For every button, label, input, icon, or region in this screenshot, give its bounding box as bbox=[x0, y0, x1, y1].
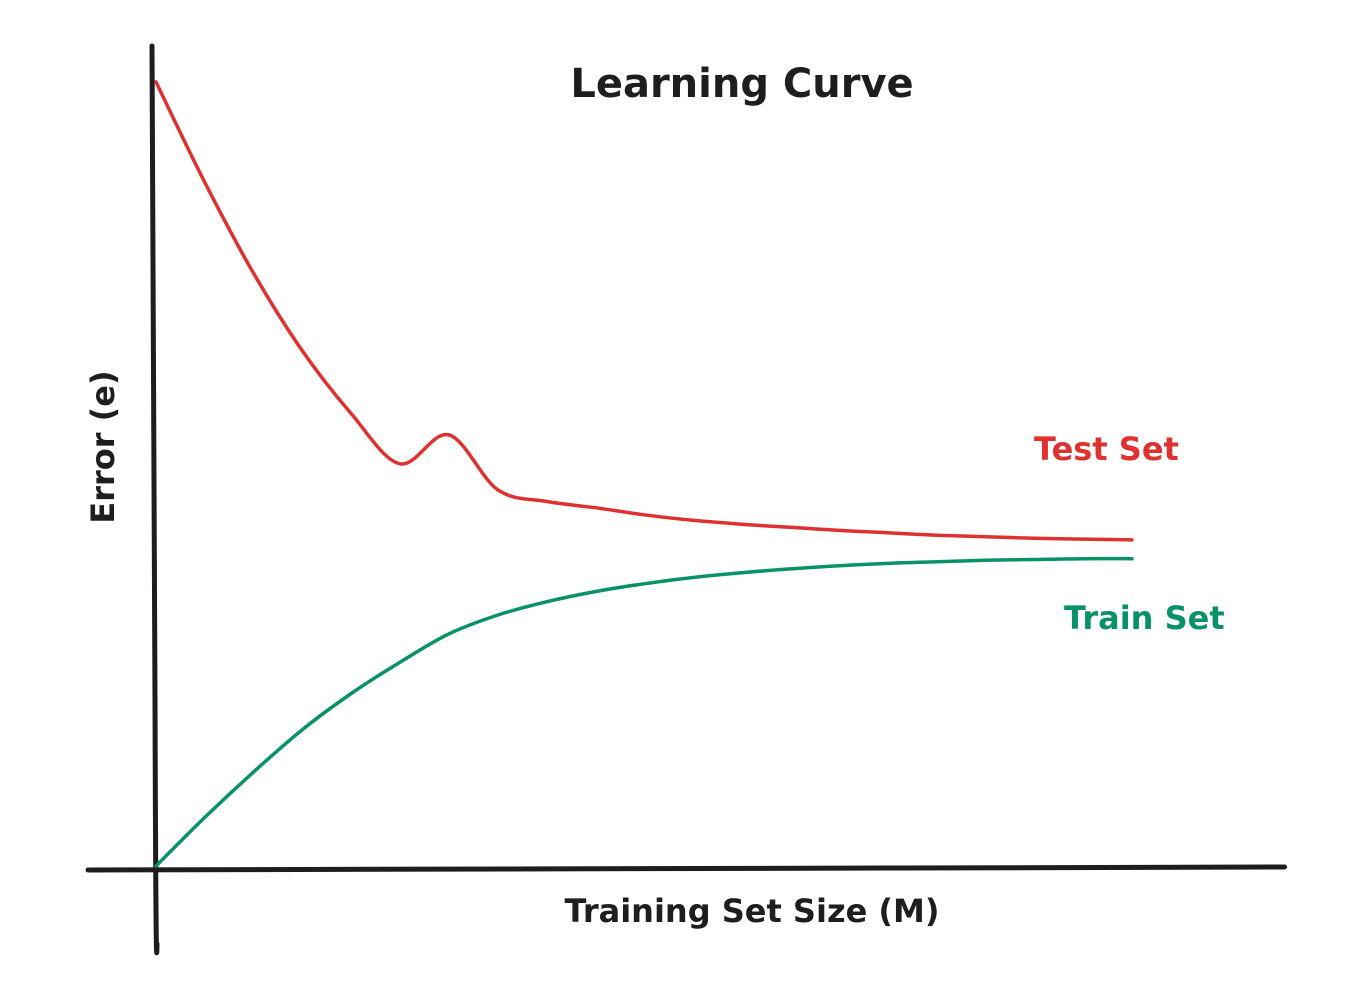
y-axis-label: Error (e) bbox=[84, 370, 122, 523]
chart-title: Learning Curve bbox=[570, 61, 913, 107]
series-line-test-set bbox=[154, 80, 1134, 542]
x-axis-line bbox=[85, 864, 1288, 873]
axes bbox=[85, 43, 1288, 956]
series-line-train-set bbox=[154, 556, 1134, 868]
series-label-train-set: Train Set bbox=[1064, 599, 1225, 637]
y-axis-line bbox=[149, 43, 160, 956]
series-layer bbox=[154, 80, 1134, 868]
series-label-test-set: Test Set bbox=[1034, 430, 1179, 468]
x-axis-label: Training Set Size (M) bbox=[565, 892, 940, 930]
